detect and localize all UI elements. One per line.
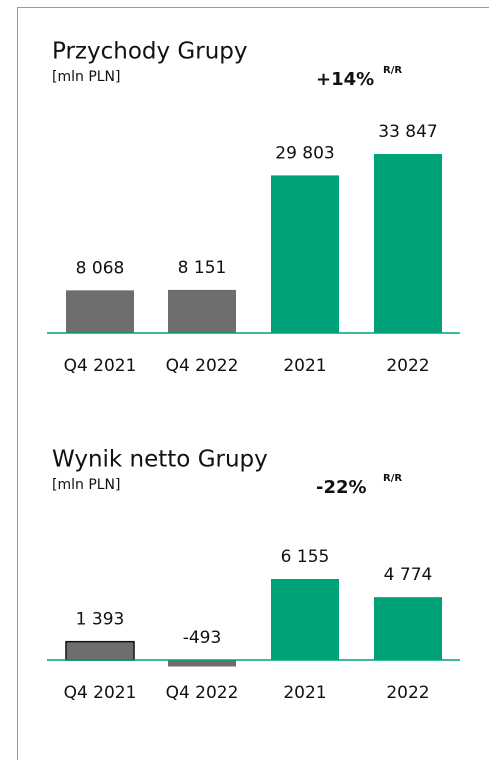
bar [65, 640, 135, 661]
x-tick-label: Q4 2021 [64, 683, 137, 703]
bar [168, 289, 236, 333]
bar [374, 597, 442, 660]
value-label: 6 155 [281, 547, 330, 567]
chart-subtitle: [mln PLN] [52, 477, 121, 493]
chart-subtitle: [mln PLN] [52, 69, 121, 85]
value-label: 8 068 [76, 258, 125, 278]
x-tick-label: Q4 2022 [166, 683, 239, 703]
value-label: 29 803 [275, 143, 334, 163]
bar [66, 290, 134, 333]
change: +14% [316, 69, 374, 90]
bar [374, 154, 442, 333]
x-tick-label: 2021 [283, 683, 326, 703]
value-label: 1 393 [76, 610, 125, 630]
value-label: 8 151 [178, 258, 227, 278]
value-label: -493 [183, 628, 222, 648]
x-tick-label: 2022 [386, 683, 429, 703]
bar [271, 175, 339, 333]
x-tick-label: Q4 2021 [64, 356, 137, 376]
change: -22% [316, 477, 367, 498]
bar [168, 660, 236, 667]
x-tick-label: 2022 [386, 356, 429, 376]
value-label: 33 847 [378, 122, 437, 142]
frame [17, 7, 489, 760]
change-unit: R/R [383, 473, 402, 484]
chart-title: Przychody Grupy [52, 39, 248, 65]
x-tick-label: 2021 [283, 356, 326, 376]
value-label: 4 774 [384, 565, 433, 585]
x-tick-label: Q4 2022 [166, 356, 239, 376]
bar [271, 579, 339, 660]
change-unit: R/R [383, 65, 402, 76]
chart-title: Wynik netto Grupy [52, 447, 268, 473]
